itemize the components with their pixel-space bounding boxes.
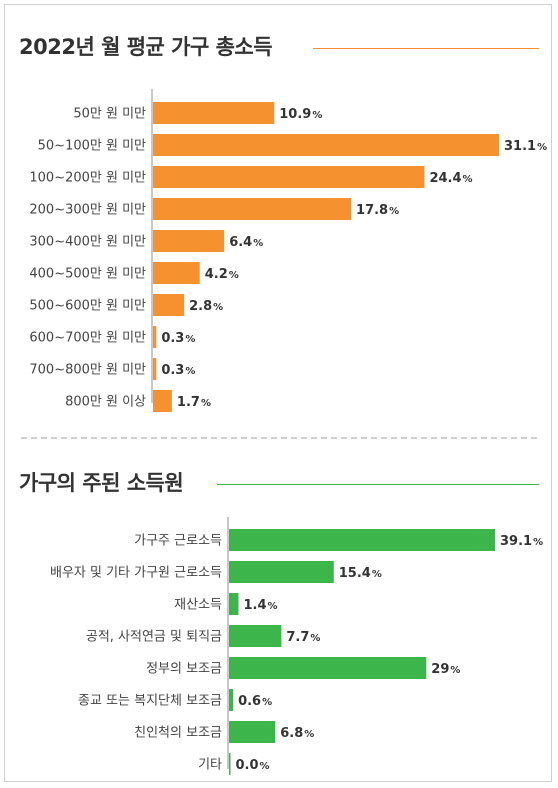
bar-income [153, 166, 425, 188]
data-label-income: 4.2% [205, 267, 239, 282]
bar-source [229, 625, 282, 647]
bar-income [153, 358, 157, 380]
category-label-source: 정부의 보조금 [146, 662, 222, 677]
category-label-income: 50~100만 원 미만 [38, 139, 146, 154]
category-label-income: 600~700만 원 미만 [29, 331, 146, 346]
title-rule-income [313, 48, 539, 49]
data-label-source: 0.0% [236, 758, 270, 773]
data-label-income: 0.3% [161, 331, 195, 346]
category-label-income: 100~200만 원 미만 [29, 171, 146, 186]
data-label-income: 2.8% [189, 299, 223, 314]
bar-source [229, 657, 427, 679]
bar-income [153, 262, 200, 284]
category-label-source: 가구주 근로소득 [134, 534, 222, 549]
bar-income [153, 134, 499, 156]
chart-title-income: 2022년 월 평균 가구 총소득 [19, 35, 273, 59]
category-label-source: 배우자 및 기타 가구원 근로소득 [50, 566, 222, 581]
bar-source [229, 529, 495, 551]
category-label-income: 400~500만 원 미만 [29, 267, 146, 282]
data-label-income: 17.8% [356, 203, 399, 218]
bar-income [153, 294, 185, 316]
data-label-income: 10.9% [279, 107, 322, 122]
bar-income [153, 390, 172, 412]
bar-source [229, 561, 334, 583]
bar-charts: 50만 원 미만 10.9% 50~100만 원 미만 31.1% 100~200만 원… [29, 89, 547, 775]
bar-source [229, 593, 239, 615]
data-label-income: 31.1% [504, 139, 547, 154]
bar-source [229, 753, 231, 775]
category-label-income: 50만 원 미만 [73, 107, 146, 122]
category-label-source: 종교 또는 복지단체 보조금 [78, 694, 222, 709]
bar-income [153, 198, 352, 220]
data-label-source: 6.8% [280, 726, 314, 741]
data-label-source: 7.7% [286, 630, 320, 645]
bar-income [153, 326, 157, 348]
data-label-source: 39.1% [500, 534, 543, 549]
bar-source [229, 721, 276, 743]
category-label-source: 친인척의 보조금 [134, 726, 222, 741]
data-label-income: 0.3% [161, 363, 195, 378]
bar-income [153, 102, 275, 124]
bar-income [153, 230, 225, 252]
data-label-income: 24.4% [429, 171, 472, 186]
data-label-source: 1.4% [244, 598, 278, 613]
category-label-income: 700~800만 원 미만 [29, 363, 146, 378]
category-label-source: 기타 [198, 758, 222, 773]
section-divider [21, 437, 537, 439]
infographic-card: 2022년 월 평균 가구 총소득 가구의 주된 소득원 50만 원 미만 10.… [4, 4, 552, 782]
category-label-income: 800만 원 이상 [65, 395, 146, 410]
data-label-source: 0.6% [238, 694, 272, 709]
title-rule-source [217, 484, 539, 485]
data-label-source: 29% [431, 662, 460, 677]
data-label-income: 1.7% [177, 395, 211, 410]
chart-title-source: 가구의 주된 소득원 [19, 471, 184, 495]
category-label-income: 200~300만 원 미만 [29, 203, 146, 218]
category-label-income: 300~400만 원 미만 [29, 235, 146, 250]
bar-source [229, 689, 234, 711]
category-label-source: 재산소득 [174, 598, 222, 613]
data-label-income: 6.4% [229, 235, 263, 250]
category-label-income: 500~600만 원 미만 [29, 299, 146, 314]
data-label-source: 15.4% [339, 566, 382, 581]
category-label-source: 공적, 사적연금 및 퇴직금 [86, 630, 222, 645]
